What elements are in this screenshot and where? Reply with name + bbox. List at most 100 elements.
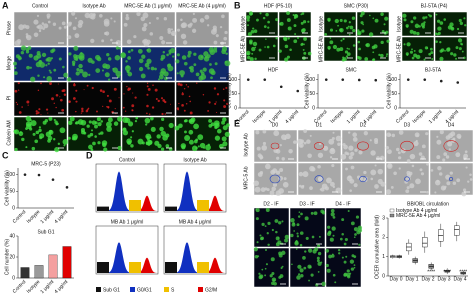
cell: [38, 128, 42, 133]
cell: [423, 58, 426, 61]
cell: [63, 93, 67, 96]
cell: [304, 250, 307, 253]
cell: [323, 145, 329, 151]
outline: [448, 177, 454, 181]
point: [51, 178, 55, 181]
cell: [53, 138, 56, 141]
cell: [436, 135, 439, 138]
cell: [338, 252, 341, 255]
cell: [46, 75, 52, 82]
cell: [131, 130, 134, 133]
day-label: D3: [404, 122, 411, 128]
cell: [406, 53, 409, 56]
point: [246, 78, 250, 81]
cell: [332, 234, 335, 237]
cell: [325, 263, 329, 268]
cell: [130, 144, 134, 148]
cell: [283, 177, 287, 181]
cell: [58, 57, 62, 61]
cell: [273, 130, 280, 137]
point: [296, 89, 300, 93]
cell: [467, 180, 470, 183]
cell: [439, 21, 444, 25]
cell: [72, 97, 76, 100]
cell: [127, 71, 133, 77]
cell: [284, 238, 289, 243]
box: [422, 237, 428, 248]
cell: [81, 107, 84, 111]
day-label: D0: [272, 122, 279, 128]
cell: [34, 139, 39, 144]
panel-letter: C: [2, 150, 9, 160]
outline: [314, 175, 324, 183]
cell: [102, 65, 106, 69]
cell: [344, 50, 349, 54]
cell: [118, 47, 121, 50]
cell: [282, 181, 289, 188]
outline: [269, 174, 281, 184]
cell: [174, 125, 180, 131]
cell: [178, 102, 180, 105]
cell: [253, 247, 258, 252]
y-tick-label: 50: [391, 91, 397, 97]
cell: [30, 76, 36, 82]
cell: [339, 18, 343, 22]
cell: [380, 53, 384, 58]
cell: [370, 169, 377, 176]
cell: [66, 77, 72, 82]
cell: [293, 140, 297, 144]
cell: [37, 111, 40, 114]
cell: [215, 34, 219, 38]
cell: [219, 25, 223, 29]
cell: [409, 153, 416, 160]
cell: [436, 155, 441, 160]
cell: [113, 87, 117, 91]
y-tick-label: 0: [234, 105, 237, 111]
cell: [112, 67, 115, 70]
cell: [374, 140, 379, 145]
cell: [172, 32, 175, 36]
cell: [49, 71, 52, 74]
cell: [54, 120, 58, 124]
cell: [267, 26, 270, 29]
point: [324, 78, 328, 81]
cell: [372, 58, 376, 62]
cell: [414, 23, 420, 29]
cell: [249, 57, 254, 62]
cell: [346, 152, 350, 156]
cell: [425, 132, 429, 136]
cell: [352, 137, 358, 142]
cell: [458, 47, 462, 51]
cell: [256, 146, 261, 151]
cell: [352, 132, 358, 138]
cell: [418, 152, 423, 156]
cell: [223, 36, 228, 41]
cell: [100, 131, 104, 135]
point: [423, 78, 427, 81]
cell: [115, 39, 122, 46]
cell: [345, 167, 348, 171]
cell: [199, 142, 206, 149]
micrograph: [121, 81, 176, 117]
cell: [328, 138, 335, 145]
cell: [53, 68, 57, 72]
cell: [350, 151, 355, 157]
cell: [253, 180, 260, 187]
cell: [213, 49, 218, 53]
cell: [281, 220, 284, 223]
cell: [358, 243, 361, 246]
cell: [63, 25, 67, 29]
cell: [35, 110, 38, 113]
cell: [131, 104, 135, 108]
cell: [180, 74, 184, 78]
cell: [21, 137, 25, 142]
cell: [133, 35, 137, 39]
cell: [416, 31, 420, 36]
cell: [102, 142, 107, 148]
cell: [284, 57, 289, 62]
cell: [126, 39, 132, 45]
cell: [78, 63, 83, 69]
cell: [320, 187, 325, 192]
cell: [200, 55, 203, 59]
